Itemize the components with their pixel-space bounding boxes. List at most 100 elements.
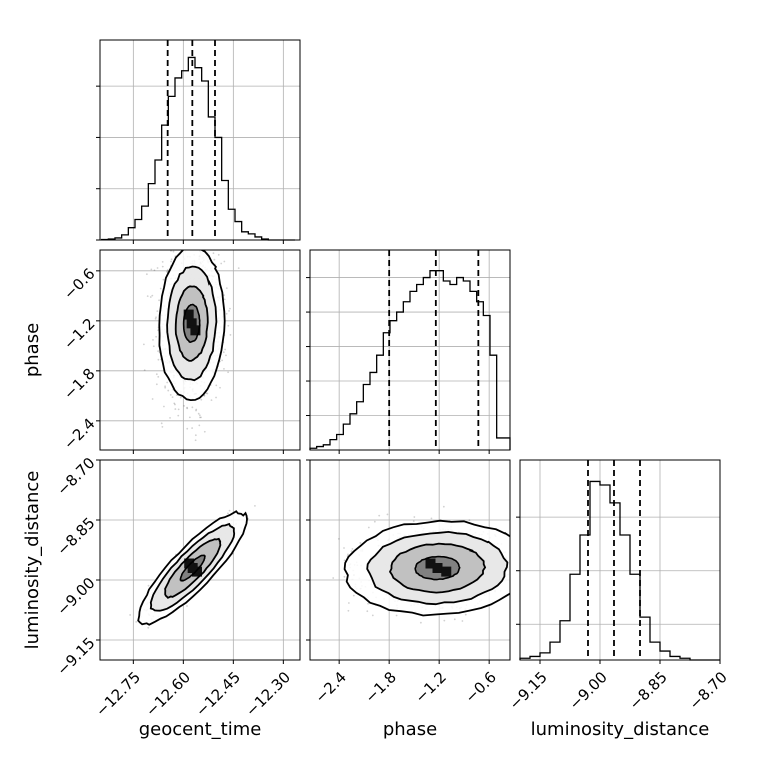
scatter-point — [220, 262, 223, 265]
scatter-point — [142, 343, 145, 346]
scatter-point — [155, 316, 157, 319]
scatter-point — [228, 509, 231, 512]
scatter-point — [225, 354, 227, 357]
contour-line — [182, 303, 201, 344]
scatter-point — [386, 513, 389, 516]
density-core — [190, 325, 201, 336]
scatter-point — [166, 270, 168, 273]
scatter-point — [337, 538, 340, 540]
scatter-point — [367, 602, 369, 605]
scatter-point — [521, 591, 523, 593]
scatter-point — [343, 559, 346, 562]
density-core — [184, 558, 195, 569]
histogram-step-line — [519, 480, 720, 661]
scatter-point — [199, 416, 201, 419]
scatter-point — [157, 375, 160, 378]
scatter-point — [159, 287, 162, 290]
scatter-point — [219, 386, 221, 389]
contour-line — [166, 265, 218, 382]
scatter-point — [211, 236, 213, 238]
scatter-point — [174, 408, 177, 410]
histogram-luminosity_distance — [516, 459, 721, 664]
contour-line — [174, 285, 209, 362]
scatter-point — [215, 384, 218, 387]
scatter-point — [541, 577, 543, 579]
scatter-point — [511, 529, 513, 531]
scatter-point — [166, 269, 169, 271]
scatter-point — [192, 247, 194, 249]
y-tick-label-luminosity_distance: −8.85 — [53, 514, 98, 559]
panel-content — [100, 460, 300, 660]
scatter-point — [468, 519, 471, 522]
x-tick-label-geocent_time: −12.30 — [242, 668, 294, 720]
scatter-point — [205, 246, 207, 248]
scatter-point — [367, 526, 370, 529]
scatter-point — [151, 398, 154, 400]
scatter-point — [193, 246, 195, 248]
x-axis-label-luminosity_distance: luminosity_distance — [531, 719, 710, 740]
scatter-point — [145, 273, 148, 276]
scatter-point — [186, 407, 189, 410]
x-axis-label-phase: phase — [383, 719, 437, 740]
scatter-point — [430, 517, 433, 520]
histogram-phase — [306, 249, 511, 454]
scatter-point — [170, 258, 173, 261]
scatter-point — [196, 232, 198, 234]
scatter-point — [347, 602, 350, 604]
scatter-point — [225, 287, 228, 290]
scatter-point — [209, 247, 211, 249]
scatter-point — [461, 620, 464, 622]
scatter-point — [528, 575, 530, 577]
density-core — [186, 318, 197, 329]
scatter-point — [351, 547, 354, 550]
scatter-point — [158, 299, 160, 302]
scatter-panel-geocent_time-vs-luminosity_distance — [96, 459, 301, 664]
scatter-point — [199, 228, 201, 230]
scatter-point — [378, 514, 381, 517]
scatter-point — [197, 233, 199, 235]
scatter-point — [135, 620, 138, 623]
x-tick-label-phase: −2.4 — [311, 668, 349, 706]
panel-content — [100, 228, 300, 450]
scatter-point — [192, 246, 194, 248]
scatter-point — [155, 373, 158, 376]
contour-line — [343, 519, 510, 617]
scatter-point — [225, 312, 228, 315]
scatter-point — [227, 324, 230, 327]
scatter-point — [223, 294, 225, 297]
panel-frame — [309, 249, 511, 451]
y-tick-label-luminosity_distance: −9.15 — [53, 634, 98, 679]
scatter-point — [227, 512, 229, 515]
scatter-point — [515, 572, 517, 574]
scatter-point — [190, 236, 192, 238]
scatter-point — [530, 575, 532, 577]
scatter-point — [152, 345, 155, 348]
density-core — [432, 563, 443, 573]
contour-line — [366, 530, 509, 606]
scatter-point — [533, 596, 535, 598]
y-axis-label-luminosity_distance: luminosity_distance — [22, 471, 43, 650]
scatter-point — [366, 610, 369, 613]
scatter-point — [512, 532, 514, 534]
y-tick-label-phase: −1.2 — [60, 315, 98, 353]
scatter-point — [186, 605, 188, 607]
scatter-point — [413, 516, 416, 518]
scatter-point — [350, 550, 353, 553]
scatter-point — [524, 567, 526, 569]
scatter-point — [177, 408, 180, 411]
scatter-point — [205, 238, 207, 240]
contour-line — [414, 555, 461, 581]
contour-line — [158, 250, 226, 402]
scatter-point — [229, 334, 232, 336]
scatter-point — [179, 245, 181, 247]
x-tick-label-geocent_time: −12.75 — [92, 668, 144, 720]
scatter-point — [223, 367, 225, 370]
scatter-point — [228, 310, 230, 312]
scatter-point — [443, 619, 446, 622]
panel-frame — [99, 459, 301, 661]
scatter-point — [515, 566, 517, 568]
scatter-point — [200, 416, 202, 419]
scatter-point — [157, 350, 159, 353]
scatter-point — [164, 385, 166, 388]
scatter-point — [343, 575, 346, 578]
